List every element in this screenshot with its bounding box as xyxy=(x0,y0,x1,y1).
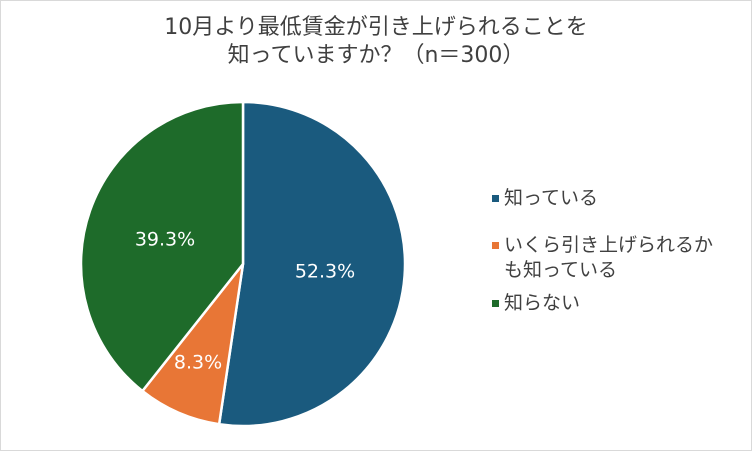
legend-swatch-known xyxy=(492,195,499,202)
legend-label-known: 知っている xyxy=(504,187,599,209)
legend-swatch-amount-known xyxy=(492,242,499,249)
data-label-unknown: 39.3% xyxy=(135,229,195,251)
legend-label-amount-known-line-1: いくら引き上げられるか xyxy=(504,234,714,256)
legend-label-unknown: 知らない xyxy=(504,292,581,314)
chart-title-line-2: 知っていますか？（n＝300） xyxy=(227,43,525,68)
chart-title: 10月より最低賃金が引き上げられることを 知っていますか？（n＝300） xyxy=(0,14,752,70)
legend-swatch-unknown xyxy=(492,300,499,307)
slice-unknown xyxy=(79,100,245,393)
legend-item-amount-known: いくら引き上げられるか も知っている xyxy=(492,233,747,283)
legend-item-unknown: 知らない xyxy=(492,291,747,316)
legend-item-known: 知っている xyxy=(492,186,747,211)
legend-label-amount-known-line-2: も知っている xyxy=(504,259,618,281)
legend-label-amount-known: いくら引き上げられるか も知っている xyxy=(504,233,713,283)
slice-known xyxy=(217,100,407,428)
data-label-amount-known: 8.3% xyxy=(174,352,222,374)
chart-title-line-1: 10月より最低賃金が引き上げられることを xyxy=(164,15,588,40)
legend: 知っている いくら引き上げられるか も知っている 知らない xyxy=(492,186,747,326)
data-label-known: 52.3% xyxy=(295,261,355,283)
